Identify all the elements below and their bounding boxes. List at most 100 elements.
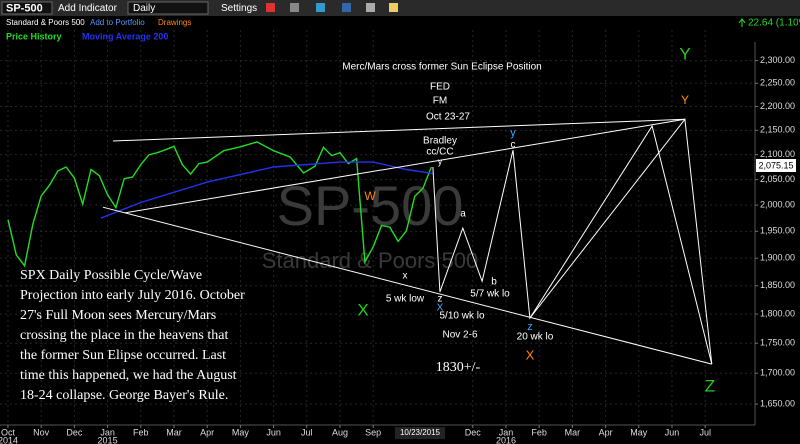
annotation: a — [460, 209, 466, 220]
y-tick-label: 2,300.00 — [760, 55, 795, 65]
interval[interactable]: Daily — [133, 3, 155, 14]
y-tick-label: 1,800.00 — [760, 308, 795, 318]
annotation: 5/10 wk lo — [439, 311, 484, 322]
annotation: z — [438, 294, 443, 305]
annotation: z — [527, 321, 533, 333]
watermark: SP-500 — [277, 174, 464, 237]
x-tick-label: Apr — [200, 427, 214, 437]
icon[interactable] — [266, 3, 275, 12]
y-tick-label: 1,850.00 — [760, 280, 795, 290]
annotation: Z — [705, 376, 715, 395]
note: SPX Daily Possible Cycle/Wave Projection… — [20, 268, 245, 403]
annotation: Y — [679, 44, 690, 63]
x-tick-label: May — [630, 427, 648, 437]
annotation: Nov 2-6 — [442, 330, 477, 341]
x-tick-label: Jun — [665, 427, 680, 437]
x-tick-label: Aug — [332, 427, 348, 437]
y-tick-label: 2,250.00 — [760, 78, 795, 88]
annotation: y — [510, 127, 516, 139]
note-line: Projection into early July 2016. October — [20, 288, 245, 303]
annotation: c — [511, 140, 516, 151]
y-tick-label: 1,950.00 — [760, 226, 795, 236]
info-bar — [0, 16, 800, 30]
instrument-name: Standard & Poors 500 — [6, 18, 85, 27]
annotation: 1830+/- — [436, 360, 481, 375]
legend-entry[interactable]: Moving Average 200 — [82, 31, 168, 41]
x-tick-label: Dec — [465, 427, 482, 437]
x-tick-label: Jun — [266, 427, 281, 437]
icon[interactable] — [366, 3, 375, 12]
x-tick-label: Dec — [66, 427, 83, 437]
projection-line — [102, 206, 712, 365]
annotation: 20 wk lo — [517, 332, 554, 343]
annotation: Merc/Mars cross former Sun Eclipse Posit… — [342, 62, 542, 73]
plot — [7, 118, 713, 365]
projection-line — [432, 124, 713, 365]
add-portfolio[interactable]: Add to Portfolio — [90, 18, 145, 27]
y-tick-label: 2,000.00 — [760, 200, 795, 210]
annotation: FED — [430, 82, 450, 93]
note-line: the former Sun Elipse occurred. Last — [20, 348, 226, 363]
x-tick-label: Jul — [301, 427, 313, 437]
y-tick-label: 2,050.00 — [760, 174, 795, 184]
annotation: Y — [681, 93, 689, 107]
projection-line — [529, 118, 713, 365]
annotation: x — [403, 271, 408, 282]
annotation: X — [437, 303, 444, 314]
year-label: 2016 — [496, 435, 516, 444]
icon[interactable] — [389, 3, 398, 12]
annotation: 5/7 wk lo — [470, 289, 510, 300]
projection-line — [124, 118, 685, 214]
x-tick-label: Mar — [565, 427, 581, 437]
grid — [0, 20, 755, 425]
annotation: Oct 23-27 — [426, 112, 470, 123]
settings[interactable]: Settings — [221, 3, 257, 14]
annotation: X — [357, 300, 368, 319]
y-tick-label: 1,900.00 — [760, 253, 795, 263]
add-indicator[interactable]: Add Indicator — [58, 3, 118, 14]
x-tick-label: Feb — [133, 427, 149, 437]
change: 22.64 (1.10%) — [748, 18, 800, 29]
annotation: Bradley — [423, 136, 457, 147]
y-tick-label: 2,100.00 — [760, 149, 795, 159]
toolbar — [0, 0, 800, 16]
symbol-box[interactable] — [1, 1, 53, 15]
year-label: 2015 — [98, 435, 118, 444]
annotation: y — [438, 156, 443, 166]
x-tick-label: Jan — [499, 427, 514, 437]
symbol[interactable]: SP-500 — [6, 2, 43, 14]
x-tick-label: May — [232, 427, 250, 437]
interval-select[interactable] — [127, 1, 209, 15]
series-line — [7, 141, 432, 268]
icon[interactable] — [316, 3, 325, 12]
annotation: FM — [433, 96, 447, 107]
annotation: X — [526, 347, 535, 362]
note-line: 27's Full Moon sees Mercury/Mars — [20, 308, 216, 323]
annotations: Merc/Mars cross former Sun Eclipse Posit… — [342, 44, 715, 395]
x-tick-label: Jul — [699, 427, 711, 437]
projection-line — [112, 118, 685, 142]
note-line: 18-24 collapse. George Bayer's Rule. — [20, 388, 228, 403]
x-tick-label: Apr — [599, 427, 613, 437]
annotation: 5 wk low — [386, 294, 425, 305]
cursor-date: 10/23/2015 — [400, 428, 441, 437]
icon[interactable] — [342, 3, 351, 12]
drawings[interactable]: Drawings — [158, 18, 191, 27]
y-tick-label: 1,700.00 — [760, 368, 795, 378]
x-tick-label: Nov — [33, 427, 50, 437]
x-tick-label: Oct — [1, 427, 16, 437]
axes: 1,650.00 1,700.00 1,750.00 1,800.00 1,850.00… — [0, 55, 795, 444]
last-price-box — [756, 159, 796, 172]
icon[interactable] — [290, 3, 299, 12]
y-tick-label: 2,200.00 — [760, 101, 795, 111]
legend-entry[interactable]: Price History — [6, 31, 62, 41]
year-label: 2014 — [0, 435, 18, 444]
note-line: time this happened, we had the August — [20, 368, 237, 383]
y-tick-label: 1,750.00 — [760, 338, 795, 348]
y-tick-label: 1,650.00 — [760, 398, 795, 408]
annotation: b — [491, 277, 497, 288]
x-tick-label: Sep — [365, 427, 381, 437]
x-tick-label: Jan — [100, 427, 115, 437]
